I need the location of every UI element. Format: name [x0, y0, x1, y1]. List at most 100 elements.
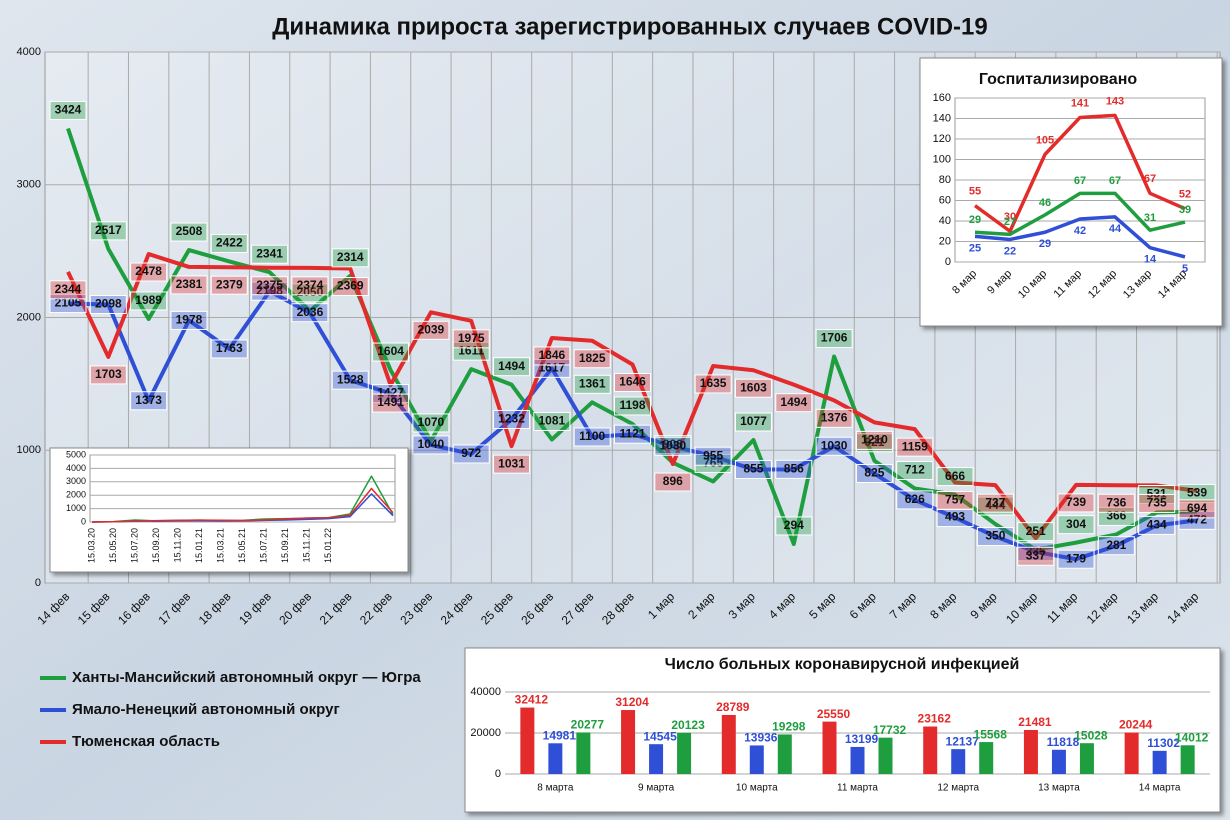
data-label-box — [976, 527, 1014, 547]
bar — [1124, 732, 1139, 774]
data-label: 1763 — [216, 341, 243, 355]
data-label: 14981 — [543, 728, 577, 742]
data-label: 14 — [1144, 254, 1157, 266]
data-label: 1635 — [700, 376, 727, 390]
data-label-box — [775, 516, 813, 536]
data-label-box — [170, 310, 208, 330]
y-tick-label: 3000 — [66, 476, 86, 486]
data-label: 1077 — [740, 414, 767, 428]
data-label-box — [573, 427, 611, 447]
data-label: 739 — [1066, 495, 1086, 509]
data-label-box — [1057, 493, 1095, 513]
data-label-box — [573, 349, 611, 369]
data-label-box — [493, 357, 531, 377]
data-label: 1975 — [458, 331, 485, 345]
data-label-box — [210, 275, 248, 295]
y-tick-label: 140 — [933, 112, 951, 124]
data-label: 55 — [969, 186, 981, 198]
data-label: 28789 — [716, 700, 750, 714]
data-label-box — [1097, 493, 1135, 513]
data-label: 143 — [1106, 95, 1124, 107]
data-label: 44 — [1109, 223, 1122, 235]
data-label: 67 — [1074, 175, 1086, 187]
data-label: 2344 — [55, 282, 82, 296]
data-label-box — [1097, 536, 1135, 556]
data-label: 626 — [905, 492, 925, 506]
x-tick-label: 15.09.20 — [151, 528, 161, 563]
y-tick-label: 80 — [939, 174, 951, 186]
data-label-box — [412, 435, 450, 455]
data-label: 493 — [945, 510, 965, 524]
data-label: 294 — [784, 518, 804, 532]
data-label-box — [614, 424, 651, 444]
data-label-box — [331, 277, 369, 297]
data-label-box — [291, 303, 329, 323]
y-tick-label: 4000 — [17, 46, 41, 58]
y-tick-label: 0 — [495, 768, 501, 780]
bar — [1079, 743, 1094, 774]
data-label: 2036 — [297, 305, 324, 319]
data-label: 712 — [905, 463, 925, 477]
data-label-box — [936, 467, 974, 487]
data-label: 1491 — [377, 395, 404, 409]
data-label-box — [210, 339, 248, 359]
x-tick-label: 15.05.20 — [108, 528, 118, 563]
data-label-box — [372, 342, 410, 362]
bar — [878, 737, 893, 774]
data-label: 141 — [1071, 97, 1089, 109]
data-label: 31204 — [615, 695, 649, 709]
y-tick-label: 20 — [939, 235, 951, 247]
data-label: 1989 — [135, 293, 162, 307]
data-label: 2098 — [95, 297, 122, 311]
data-label: 906 — [663, 437, 683, 451]
bar — [721, 714, 736, 774]
data-label: 1617 — [539, 361, 566, 375]
data-label-box — [89, 365, 127, 385]
data-label-box — [1178, 483, 1216, 503]
data-label: 251 — [1026, 524, 1046, 538]
series-line — [973, 113, 1186, 233]
data-label-box — [130, 262, 168, 282]
data-label: 2422 — [216, 236, 243, 250]
data-label: 25550 — [817, 707, 851, 721]
data-label-box — [1138, 515, 1176, 535]
data-label: 1528 — [337, 372, 364, 386]
data-label-box — [855, 463, 893, 483]
y-tick-label: 4000 — [66, 463, 86, 473]
data-label: 25 — [969, 242, 981, 254]
y-tick-label: 40000 — [470, 686, 501, 698]
data-label: 1373 — [135, 393, 162, 407]
data-label-box — [452, 444, 490, 464]
y-tick-label: 2000 — [17, 311, 41, 323]
bar — [850, 746, 865, 774]
data-label: 1030 — [659, 438, 686, 452]
data-label-box — [734, 378, 772, 398]
data-label: 1210 — [861, 433, 888, 447]
data-label: 855 — [743, 462, 763, 476]
data-label: 1031 — [498, 456, 525, 470]
data-label: 1030 — [821, 438, 848, 452]
x-tick-label: 15.11.20 — [172, 528, 182, 562]
data-label: 2478 — [135, 264, 162, 278]
data-label-box — [452, 329, 490, 349]
x-tick-label: 15.01.22 — [323, 528, 333, 563]
data-label: 1846 — [539, 348, 566, 362]
y-tick-label: 40 — [939, 215, 951, 227]
data-label: 39 — [1179, 204, 1191, 216]
data-label: 955 — [703, 448, 723, 462]
data-label: 20277 — [571, 718, 605, 732]
data-label-box — [1017, 546, 1055, 566]
data-label: 1604 — [377, 344, 404, 358]
data-label: 52 — [1179, 189, 1191, 201]
data-label: 1081 — [539, 414, 566, 428]
x-tick-label: 13 марта — [1038, 783, 1080, 794]
data-label: 825 — [864, 466, 884, 480]
data-label: 2198 — [256, 283, 283, 297]
bar — [520, 707, 535, 774]
data-label-box — [170, 222, 208, 242]
x-tick-label: 15.07.20 — [129, 528, 139, 563]
data-label: 757 — [945, 493, 965, 507]
data-label-box — [493, 454, 531, 474]
data-label: 1121 — [619, 426, 645, 440]
x-tick-label: 11 марта — [837, 783, 878, 794]
